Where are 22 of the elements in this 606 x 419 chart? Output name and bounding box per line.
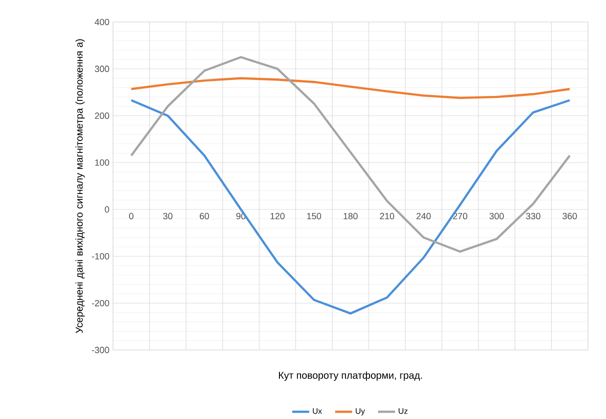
x-tick-label: 60: [200, 212, 209, 220]
x-tick-label: 150: [307, 212, 322, 220]
x-tick-label: 240: [416, 212, 431, 220]
y-tick-label: 0: [104, 206, 110, 212]
y-tick-label: 200: [94, 112, 110, 119]
line-series: [130, 77, 571, 99]
x-tick-label: 360: [562, 212, 577, 220]
x-tick-label: 180: [344, 212, 358, 220]
x-tick-label: 30: [163, 212, 172, 220]
x-tick-label: 330: [526, 212, 540, 220]
x-tick-label: 300: [490, 212, 504, 220]
x-tick-label: 210: [380, 212, 394, 220]
y-tick-label: -200: [92, 300, 110, 306]
y-tick-label: 100: [95, 159, 110, 166]
y-tick-label: 400: [94, 18, 110, 26]
x-axis-title: Кут повороту платформи, град.: [278, 371, 422, 381]
y-tick-label: 300: [94, 66, 110, 72]
x-tick-label: 120: [270, 212, 285, 220]
x-tick-label: 0: [129, 212, 134, 220]
y-axis-title: Усереднені дані вихідного сигналу магнітометра (положення а): [75, 39, 85, 333]
y-tick-label: -100: [92, 252, 110, 260]
y-tick-label: -300: [92, 346, 110, 354]
